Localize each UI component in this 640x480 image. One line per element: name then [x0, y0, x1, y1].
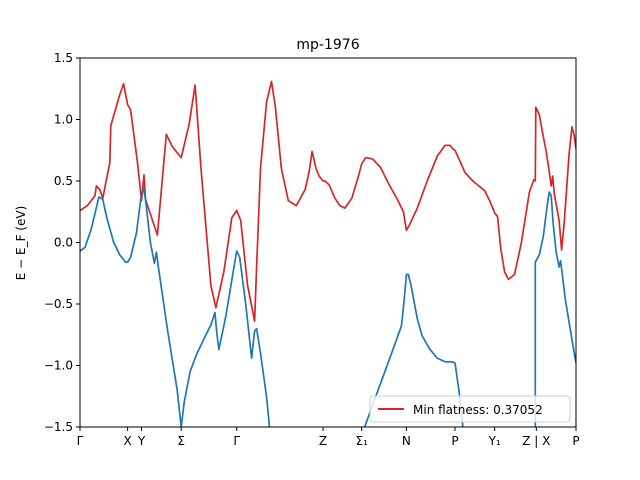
x-tick-label: Σ	[177, 434, 185, 448]
x-tick-label: P	[572, 434, 579, 448]
chart-title: mp-1976	[296, 37, 359, 53]
series-line-3	[534, 191, 576, 427]
series-line-0	[80, 80, 576, 323]
x-axis: Γ X Y Σ Γ Z Σ₁ N P Y₁ Z | X P	[77, 427, 580, 448]
y-tick-label: 1.5	[54, 51, 73, 65]
legend: Min flatness: 0.37052	[369, 395, 571, 423]
y-tick-label: 0.0	[54, 236, 73, 250]
x-tick-label: P	[451, 434, 458, 448]
x-tick-label: N	[402, 434, 411, 448]
series-line-2	[363, 273, 464, 427]
x-tick-label: Y₁	[488, 434, 501, 448]
y-axis: −1.5 −1.0 −0.5 0.0 0.5 1.0 1.5	[44, 51, 80, 434]
y-tick-label: −1.5	[44, 420, 73, 434]
x-tick-label: Γ	[77, 434, 84, 448]
x-tick-label: X	[123, 434, 131, 448]
x-tick-label: Γ	[233, 434, 240, 448]
plot-frame	[79, 57, 577, 428]
x-tick-label: Z | X	[522, 434, 550, 448]
legend-box	[369, 395, 571, 423]
series-line-1	[80, 187, 271, 427]
y-tick-label: −0.5	[44, 297, 73, 311]
x-tick-label: Σ₁	[356, 434, 369, 448]
series-layer	[80, 80, 576, 427]
x-tick-label: Z	[319, 434, 327, 448]
y-tick-label: 0.5	[54, 174, 73, 188]
y-axis-label: E − E_F (eV)	[14, 206, 28, 281]
y-tick-label: −1.0	[44, 359, 73, 373]
y-tick-label: 1.0	[54, 113, 73, 127]
legend-label: Min flatness: 0.37052	[413, 403, 543, 417]
x-tick-label: Y	[137, 434, 146, 448]
